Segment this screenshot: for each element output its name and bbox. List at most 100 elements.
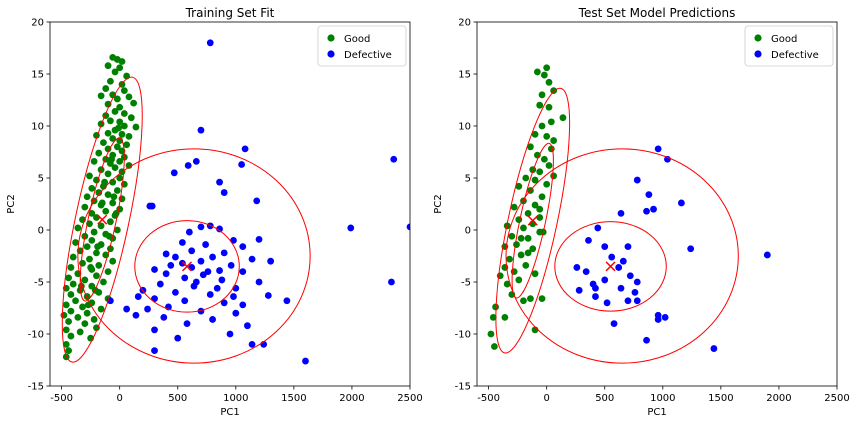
data-point-defective bbox=[170, 169, 178, 177]
x-tick-label: 500 bbox=[595, 393, 614, 404]
data-point-good bbox=[97, 305, 105, 313]
data-point-good bbox=[67, 291, 75, 298]
y-tick-label: -10 bbox=[28, 330, 44, 341]
data-point-good bbox=[116, 157, 124, 165]
data-point-good bbox=[520, 224, 527, 232]
data-point-defective bbox=[585, 237, 592, 244]
data-point-defective bbox=[624, 243, 632, 251]
x-tick-label: 2500 bbox=[824, 393, 849, 404]
data-point-good bbox=[125, 133, 133, 140]
data-point-good bbox=[522, 174, 530, 182]
data-point-good bbox=[520, 297, 527, 305]
data-point-defective bbox=[619, 257, 627, 265]
data-point-good bbox=[529, 245, 537, 253]
data-point-defective bbox=[603, 299, 611, 307]
data-point-defective bbox=[650, 205, 657, 213]
data-point-defective bbox=[406, 223, 410, 231]
confidence-ellipse bbox=[79, 137, 125, 302]
data-point-good bbox=[547, 118, 555, 126]
legend: Good Defective bbox=[317, 25, 407, 67]
data-point-good bbox=[72, 297, 79, 305]
data-point-defective bbox=[167, 261, 175, 269]
data-point-defective bbox=[220, 189, 228, 196]
data-point-defective bbox=[239, 301, 247, 309]
data-point-defective bbox=[594, 224, 602, 232]
data-point-defective bbox=[283, 297, 291, 305]
data-point-defective bbox=[239, 243, 247, 251]
data-point-defective bbox=[174, 334, 182, 342]
data-point-defective bbox=[151, 295, 158, 303]
data-point-good bbox=[65, 318, 72, 325]
data-point-good bbox=[116, 174, 124, 182]
data-point-defective bbox=[255, 235, 263, 243]
data-point-defective bbox=[643, 207, 650, 215]
data-point-good bbox=[108, 155, 115, 163]
data-point-good bbox=[104, 62, 112, 70]
data-point-good bbox=[538, 91, 546, 99]
data-point-good bbox=[550, 87, 558, 95]
y-tick-label: 5 bbox=[465, 174, 471, 185]
data-point-good bbox=[81, 203, 89, 211]
data-point-defective bbox=[188, 247, 196, 255]
data-point-defective bbox=[615, 264, 623, 271]
legend-marker-defective bbox=[754, 50, 762, 58]
data-point-good bbox=[538, 122, 546, 130]
data-point-good bbox=[69, 280, 77, 288]
data-point-good bbox=[536, 168, 544, 176]
data-point-good bbox=[90, 228, 98, 236]
data-point-good bbox=[513, 241, 520, 248]
data-point-good bbox=[62, 341, 70, 348]
data-point-defective bbox=[617, 209, 625, 217]
confidence-ellipse bbox=[77, 148, 311, 364]
data-point-good bbox=[487, 330, 495, 338]
data-point-good bbox=[120, 87, 128, 95]
data-point-good bbox=[132, 123, 140, 131]
data-point-defective bbox=[390, 155, 398, 163]
centroid-marker bbox=[182, 261, 193, 272]
legend: Good Defective bbox=[744, 25, 834, 67]
y-tick-label: 0 bbox=[465, 226, 471, 237]
data-point-good bbox=[87, 264, 95, 271]
data-point-good bbox=[545, 162, 553, 169]
data-point-good bbox=[545, 78, 553, 86]
data-point-good bbox=[492, 303, 499, 311]
data-point-defective bbox=[633, 297, 641, 305]
data-point-good bbox=[543, 133, 551, 140]
data-point-defective bbox=[230, 293, 237, 300]
data-point-defective bbox=[255, 278, 263, 286]
legend-label-good: Good bbox=[771, 34, 797, 45]
data-point-good bbox=[79, 259, 86, 267]
data-point-defective bbox=[178, 259, 186, 267]
chart-title: Test Set Model Predictions bbox=[578, 6, 736, 20]
data-point-good bbox=[67, 307, 75, 315]
data-point-defective bbox=[654, 145, 662, 153]
y-tick-label: -10 bbox=[455, 330, 471, 341]
data-point-good bbox=[74, 313, 82, 321]
x-tick-label: 1500 bbox=[281, 393, 306, 404]
data-point-defective bbox=[267, 257, 275, 265]
data-point-defective bbox=[132, 311, 140, 319]
data-point-good bbox=[98, 199, 106, 207]
data-point-good bbox=[81, 276, 89, 284]
data-point-good bbox=[67, 332, 75, 340]
data-point-good bbox=[111, 68, 119, 76]
data-point-good bbox=[489, 313, 497, 321]
y-tick-label: -5 bbox=[461, 278, 471, 289]
legend-marker-good bbox=[754, 34, 762, 42]
data-point-defective bbox=[264, 292, 272, 299]
data-point-good bbox=[109, 257, 117, 265]
data-point-good bbox=[106, 77, 114, 85]
data-point-good bbox=[527, 143, 534, 151]
data-point-good bbox=[111, 164, 119, 172]
data-point-good bbox=[110, 193, 118, 201]
data-point-good bbox=[517, 251, 525, 259]
data-point-good bbox=[527, 295, 534, 303]
plot-area bbox=[60, 39, 410, 365]
data-point-defective bbox=[183, 320, 191, 327]
data-point-defective bbox=[226, 330, 234, 338]
data-point-good bbox=[104, 129, 112, 137]
data-point-good bbox=[531, 201, 539, 209]
y-tick-label: 10 bbox=[31, 122, 44, 133]
data-point-good bbox=[522, 261, 530, 269]
